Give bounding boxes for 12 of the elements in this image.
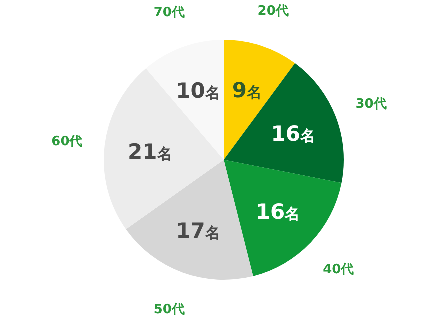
slice-label: 50代 (154, 302, 185, 318)
data-label: 9名 (232, 78, 262, 102)
slice-label: 20代 (258, 4, 289, 19)
data-label: 10名 (176, 79, 220, 104)
slice-label: 60代 (52, 134, 83, 150)
data-label: 21名 (128, 140, 172, 164)
slice-label: 40代 (323, 262, 354, 278)
slice-label: 70代 (154, 6, 185, 21)
data-label: 16名 (256, 200, 300, 224)
data-label: 17名 (176, 218, 220, 243)
data-label: 16名 (271, 122, 316, 146)
slice-label: 30代 (356, 96, 387, 112)
